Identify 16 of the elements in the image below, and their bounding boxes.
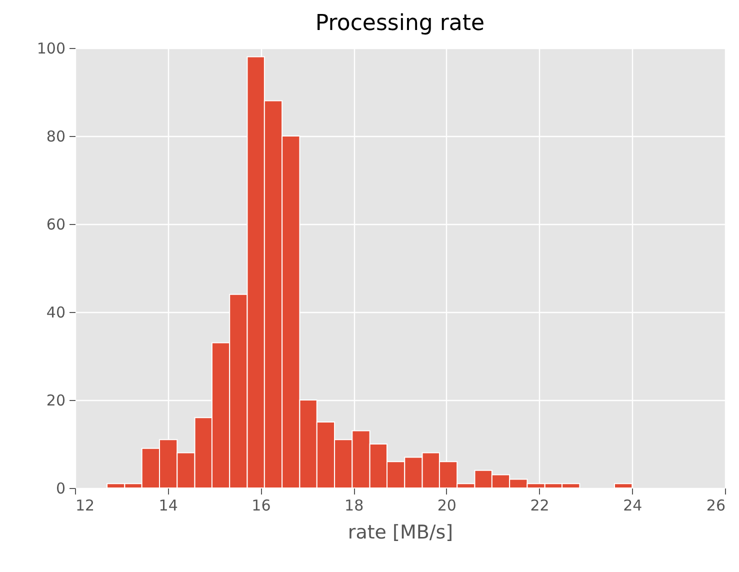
x-tick-label: 18 <box>344 496 364 514</box>
x-tick-label: 20 <box>437 496 456 514</box>
chart-title: Processing rate <box>315 11 485 36</box>
y-tick-label: 0 <box>56 480 66 498</box>
x-tick-label: 14 <box>158 496 178 514</box>
x-tick-label: 26 <box>706 496 726 514</box>
x-axis-title: rate [MB/s] <box>348 522 454 544</box>
y-tick-label: 60 <box>46 216 66 234</box>
x-tick-label: 16 <box>252 496 271 514</box>
x-tick-label: 12 <box>76 496 95 514</box>
y-tick-label: 40 <box>46 304 66 322</box>
y-tick-label: 20 <box>46 392 66 410</box>
x-tick-label: 22 <box>530 496 550 514</box>
x-tick-label: 24 <box>623 496 642 514</box>
y-tick-label: 100 <box>36 40 66 58</box>
y-tick-label: 80 <box>46 128 66 146</box>
